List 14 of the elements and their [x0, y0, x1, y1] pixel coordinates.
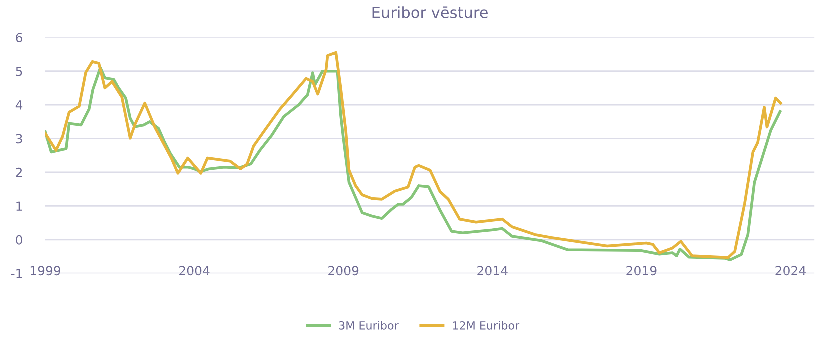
- y-tick-label: 5: [16, 66, 22, 76]
- chart-title: Euribor vēsture: [372, 6, 488, 18]
- y-tick-label: 6: [16, 33, 22, 43]
- y-tick-label: 0: [16, 235, 22, 245]
- y-tick-label: 2: [16, 168, 22, 178]
- x-tick-label: 2009: [328, 266, 359, 276]
- y-tick-label: 4: [16, 100, 23, 110]
- x-tick-label: 1999: [30, 266, 61, 276]
- y-tick-label: -1: [11, 269, 22, 278]
- legend-label: 12M Euribor: [453, 321, 520, 330]
- y-tick-label: 3: [16, 134, 22, 144]
- y-tick-label: 1: [16, 202, 22, 211]
- legend-label: 3M Euribor: [339, 321, 399, 330]
- x-tick-label: 2019: [626, 266, 657, 276]
